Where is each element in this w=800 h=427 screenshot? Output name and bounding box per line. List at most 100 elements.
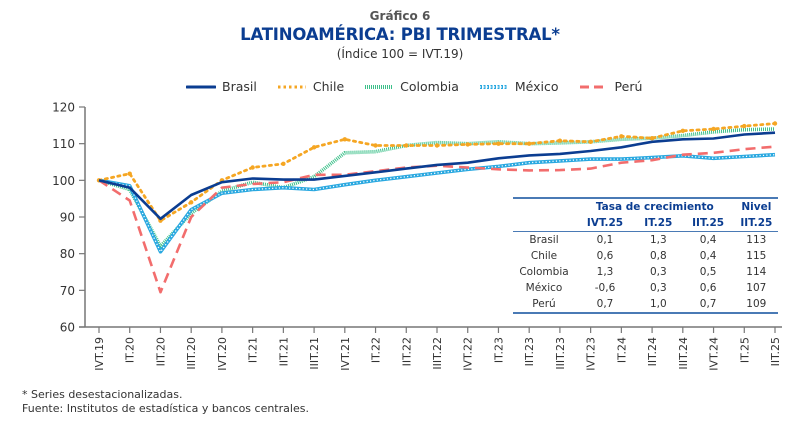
data-point — [588, 139, 593, 145]
footnote-source: Fuente: Institutos de estadística y banc… — [22, 402, 309, 415]
legend-swatch-mexico — [479, 84, 508, 89]
table-row-label: México — [525, 282, 563, 294]
table-cell: 1,3 — [649, 234, 667, 246]
legend-label: Colombia — [400, 79, 459, 94]
table-cell: 0,4 — [699, 250, 717, 262]
table-cell: 0,6 — [699, 282, 717, 294]
footnote-seasonal: * Series desestacionalizadas. — [22, 388, 183, 401]
legend-label: México — [514, 79, 559, 94]
table-row-label: Chile — [530, 250, 558, 262]
x-tick-label: IT.21 — [247, 337, 260, 363]
data-point — [127, 171, 132, 176]
table-cell: 109 — [734, 296, 778, 314]
table-row-label: Brasil — [529, 234, 559, 246]
table-cell: 0,1 — [596, 234, 614, 246]
y-tick-label: 110 — [52, 137, 75, 151]
data-point — [250, 165, 255, 170]
y-tick-label: 120 — [52, 101, 75, 115]
legend-label: Perú — [614, 79, 643, 94]
table-column-header-row: IVT.25 IT.25 IIT.25 IIT.25 — [513, 215, 778, 232]
table-column-header: IIT.25 — [681, 215, 735, 232]
growth-table: Tasa de crecimiento Nivel IVT.25 IT.25 I… — [513, 197, 778, 314]
x-tick-label: IVT.22 — [462, 337, 475, 371]
data-point — [526, 141, 532, 146]
table-cell: 0,6 — [596, 250, 614, 262]
x-tick-label: IIIT.20 — [185, 337, 198, 370]
table-cell: 0,8 — [649, 250, 667, 262]
table-cell: 0,4 — [699, 234, 717, 246]
table-row: Colombia 1,3 0,3 0,5 114 — [513, 264, 778, 280]
x-tick-label: IIT.20 — [154, 337, 167, 366]
data-point — [311, 145, 317, 150]
y-tick-label: 80 — [60, 247, 75, 261]
legend-swatch-colombia — [365, 84, 394, 89]
chart-title: LATINOAMÉRICA: PBI TRIMESTRAL* — [240, 25, 560, 44]
data-point — [188, 200, 194, 205]
legend: Brasil Chile Colombia México Perú — [186, 79, 662, 94]
x-tick-label: IT.23 — [492, 337, 505, 363]
x-tick-label: IIIT.22 — [431, 337, 444, 370]
x-tick-label: IIT.21 — [277, 337, 290, 366]
legend-swatch-chile — [277, 85, 306, 88]
footnotes: * Series desestacionalizadas. Fuente: In… — [22, 388, 309, 416]
chart-number: Gráfico 6 — [369, 9, 431, 23]
legend-item-brasil: Brasil — [186, 79, 257, 94]
axes: 60 70 80 90 100 110 120 IVT.19 IT.20 IIT.20 IIIT.2… — [52, 101, 782, 371]
table-cell: 0,7 — [575, 296, 636, 314]
table-cell: 0,3 — [649, 282, 667, 294]
table-row: Perú 0,7 1,0 0,7 109 — [513, 296, 778, 314]
data-point — [434, 143, 440, 148]
data-point — [557, 138, 563, 143]
legend-item-peru: Perú — [579, 79, 643, 94]
data-point — [680, 128, 686, 134]
legend-item-mexico: México — [479, 79, 559, 94]
legend-label: Chile — [312, 79, 345, 94]
data-point — [373, 143, 378, 148]
legend-swatch-peru — [579, 85, 608, 88]
legend-swatch-brasil — [186, 85, 216, 88]
x-tick-label: IVT.24 — [708, 337, 721, 371]
table-row: México -0,6 0,3 0,6 107 — [513, 280, 778, 296]
x-tick-label: IIIT.21 — [308, 337, 321, 370]
x-tick-label: IIIT.24 — [677, 337, 690, 370]
data-point — [772, 121, 778, 126]
table-row: Brasil 0,1 1,3 0,4 113 — [513, 232, 778, 249]
table-group-header-row: Tasa de crecimiento Nivel — [513, 197, 778, 215]
series-line — [98, 131, 776, 221]
data-point — [649, 135, 655, 141]
x-tick-label: IT.24 — [615, 337, 628, 363]
x-tick-label: IVT.21 — [339, 337, 352, 371]
table-cell: 1,0 — [635, 296, 682, 314]
legend-item-chile: Chile — [277, 79, 344, 94]
legend-label: Brasil — [222, 79, 257, 94]
x-tick-label: IIT.25 — [769, 337, 782, 366]
series-brasil — [98, 131, 776, 221]
table-cell: 1,3 — [596, 266, 614, 278]
x-tick-label: IVT.19 — [93, 337, 106, 371]
data-point — [711, 126, 716, 132]
table-cell: -0,6 — [594, 282, 616, 294]
table-row: Chile 0,6 0,8 0,4 115 — [513, 248, 778, 264]
data-point — [342, 137, 348, 142]
table-group-header: Tasa de crecimiento — [575, 197, 735, 215]
legend-item-colombia: Colombia — [364, 79, 459, 94]
table-cell: 0,3 — [649, 266, 667, 278]
table-cell: 107 — [746, 282, 767, 294]
series-group — [96, 121, 778, 294]
y-tick-label: 90 — [60, 211, 75, 225]
table-row-label: Perú — [513, 296, 575, 314]
data-point — [404, 143, 409, 148]
table-column-header: IVT.25 — [575, 215, 636, 232]
table-column-header: IT.25 — [635, 215, 682, 232]
x-tick-label: IIT.23 — [523, 337, 536, 366]
table-cell: 115 — [746, 250, 767, 262]
x-tick-label: IT.20 — [124, 337, 137, 363]
data-point — [496, 141, 501, 146]
y-tick-label: 100 — [52, 174, 75, 188]
x-tick-label: IVT.23 — [585, 337, 598, 371]
y-tick-label: 70 — [60, 284, 75, 298]
chart-index-note: (Índice 100 = IVT.19) — [336, 47, 464, 61]
table-column-header: IIT.25 — [734, 215, 778, 232]
x-tick-label: IVT.20 — [216, 337, 229, 371]
